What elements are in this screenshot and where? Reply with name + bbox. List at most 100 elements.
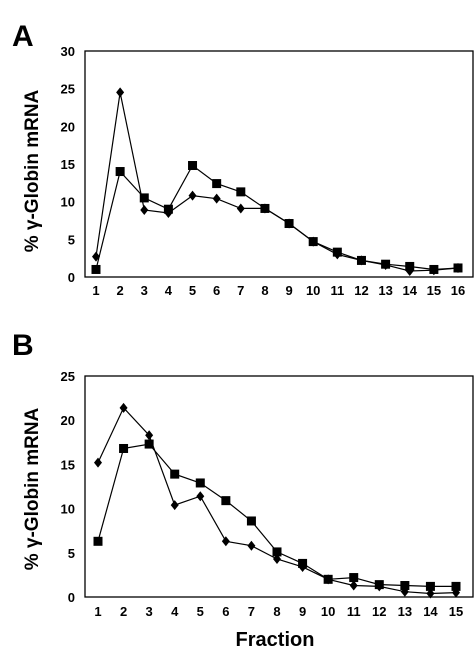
panel-b-x-tick-label: 15 bbox=[449, 604, 463, 619]
panel-a-x-tick-label: 8 bbox=[261, 283, 268, 298]
panel-b-x-tick-label: 8 bbox=[273, 604, 280, 619]
panel-b-square-point bbox=[195, 478, 205, 488]
panel-a-x-tick-label: 16 bbox=[451, 283, 465, 298]
panel-b-y-tick-label: 5 bbox=[68, 546, 75, 561]
panel-b-square-point bbox=[451, 581, 461, 591]
panel-a-diamond-point bbox=[140, 204, 149, 215]
panel-a-x-tick-label: 13 bbox=[378, 283, 392, 298]
panel-a-y-tick-label: 25 bbox=[61, 82, 75, 97]
panel-b-diamond-point bbox=[145, 430, 154, 441]
panel-b-diamond-point bbox=[170, 500, 179, 511]
panel-b-square-point bbox=[400, 581, 410, 591]
panel-a-x-tick-label: 12 bbox=[354, 283, 368, 298]
panel-b-diamond-point bbox=[94, 457, 102, 468]
panel-a-x-tick-label: 6 bbox=[213, 283, 220, 298]
panel-b-square-point bbox=[246, 516, 256, 526]
panel-a-diamond-point bbox=[212, 193, 221, 204]
panel-b-diamond-point bbox=[196, 491, 205, 502]
panel-a-x-tick-label: 14 bbox=[402, 283, 417, 298]
panel-a-y-tick-label: 10 bbox=[61, 195, 75, 210]
panel-b-diamond-point bbox=[221, 536, 230, 547]
panel-a-y-tick-label: 0 bbox=[68, 270, 75, 285]
panel-b-diamond-point bbox=[426, 588, 435, 599]
panel-b-diamond-point bbox=[119, 402, 128, 413]
panel-b-x-tick-label: 6 bbox=[222, 604, 229, 619]
panel-a-y-tick-label: 30 bbox=[61, 44, 75, 59]
panel-b-x-tick-label: 13 bbox=[398, 604, 412, 619]
panel-b-x-tick-label: 5 bbox=[197, 604, 204, 619]
panel-a-series-diamond-line bbox=[95, 92, 459, 272]
panel-a-y-axis-label: % γ-Globin mRNA bbox=[22, 89, 43, 252]
panel-b-square-point bbox=[323, 574, 333, 584]
panel-b-y-tick-label: 20 bbox=[61, 413, 75, 428]
panel-b-x-tick-label: 4 bbox=[171, 604, 179, 619]
panel-b-diamond-point bbox=[349, 580, 358, 591]
panel-b-diamond-point bbox=[247, 540, 256, 551]
panel-a-square-point bbox=[139, 193, 149, 203]
x-axis-label: Fraction bbox=[236, 629, 315, 651]
panel-b-square-point bbox=[425, 581, 435, 591]
panel-a-x-tick-label: 9 bbox=[285, 283, 292, 298]
panel-a-diamond-point bbox=[236, 203, 245, 214]
panel-b-square-point bbox=[221, 496, 231, 506]
panel-a-x-tick-label: 5 bbox=[189, 283, 196, 298]
panel-a-square-point bbox=[163, 204, 173, 214]
panel-b-x-tick-label: 11 bbox=[347, 604, 361, 619]
panel-a-x-tick-label: 1 bbox=[92, 283, 99, 298]
panel-a-square-point bbox=[356, 255, 366, 265]
panel-a-square-point bbox=[308, 237, 318, 247]
panel-b-square-point bbox=[170, 469, 180, 479]
panel-a-square-point bbox=[212, 179, 222, 189]
panel-b-diamond-point bbox=[273, 553, 281, 564]
panel-b-x-tick-label: 9 bbox=[299, 604, 306, 619]
panel-b-letter: B bbox=[12, 329, 34, 362]
panel-b-square-point bbox=[349, 573, 359, 583]
panel-a-series-square-line bbox=[95, 164, 459, 271]
panel-b-x-tick-label: 3 bbox=[146, 604, 153, 619]
panel-a-square-point bbox=[115, 167, 125, 177]
panel-a-y-tick-label: 5 bbox=[68, 232, 75, 247]
panel-b-x-tick-label: 14 bbox=[423, 604, 438, 619]
panel-b-square-point bbox=[298, 558, 308, 568]
panel-a-square-point bbox=[236, 187, 246, 197]
panel-a-square-point bbox=[284, 219, 294, 229]
panel-a-x-tick-label: 3 bbox=[141, 283, 148, 298]
panel-b-x-tick-label: 12 bbox=[372, 604, 386, 619]
panel-b-plot-frame bbox=[84, 375, 474, 598]
panel-a-y-tick-label: 15 bbox=[61, 157, 75, 172]
panel-a-square-point bbox=[405, 261, 415, 271]
panel-a-square-point bbox=[260, 203, 270, 213]
panel-a-diamond-point bbox=[116, 87, 125, 98]
panel-b-square-point bbox=[272, 547, 282, 557]
panel-b-y-tick-label: 0 bbox=[68, 590, 75, 605]
panel-a-diamond-point bbox=[188, 190, 197, 201]
panel-a-square-point bbox=[429, 264, 439, 274]
panel-a-x-tick-label: 11 bbox=[330, 283, 344, 298]
panel-a-square-point bbox=[332, 247, 342, 257]
panel-b-x-tick-label: 7 bbox=[248, 604, 255, 619]
panel-a-square-point bbox=[188, 161, 198, 171]
panel-a-x-tick-label: 10 bbox=[306, 283, 320, 298]
panel-a-x-tick-label: 15 bbox=[427, 283, 441, 298]
panel-a-x-tick-label: 4 bbox=[165, 283, 173, 298]
panel-b-square-point bbox=[374, 580, 384, 590]
panel-b-series-square-line bbox=[97, 443, 456, 588]
panel-b-square-point bbox=[119, 443, 129, 453]
panel-a-plot-frame bbox=[84, 50, 474, 278]
panel-a-x-tick-label: 7 bbox=[237, 283, 244, 298]
panel-b-square-point bbox=[93, 536, 103, 546]
panel-a-y-tick-label: 20 bbox=[61, 119, 75, 134]
panel-b-y-axis-label: % γ-Globin mRNA bbox=[22, 407, 43, 570]
panel-b-x-tick-label: 2 bbox=[120, 604, 127, 619]
panel-a-square-point bbox=[91, 264, 101, 274]
panel-a-letter: A bbox=[12, 20, 34, 53]
panel-b-x-tick-label: 10 bbox=[321, 604, 335, 619]
panel-a-square-point bbox=[453, 263, 463, 273]
panel-a-x-tick-label: 2 bbox=[117, 283, 124, 298]
panel-b-y-tick-label: 15 bbox=[61, 457, 75, 472]
panel-b-x-tick-label: 1 bbox=[94, 604, 101, 619]
panel-b-y-tick-label: 25 bbox=[61, 369, 75, 384]
